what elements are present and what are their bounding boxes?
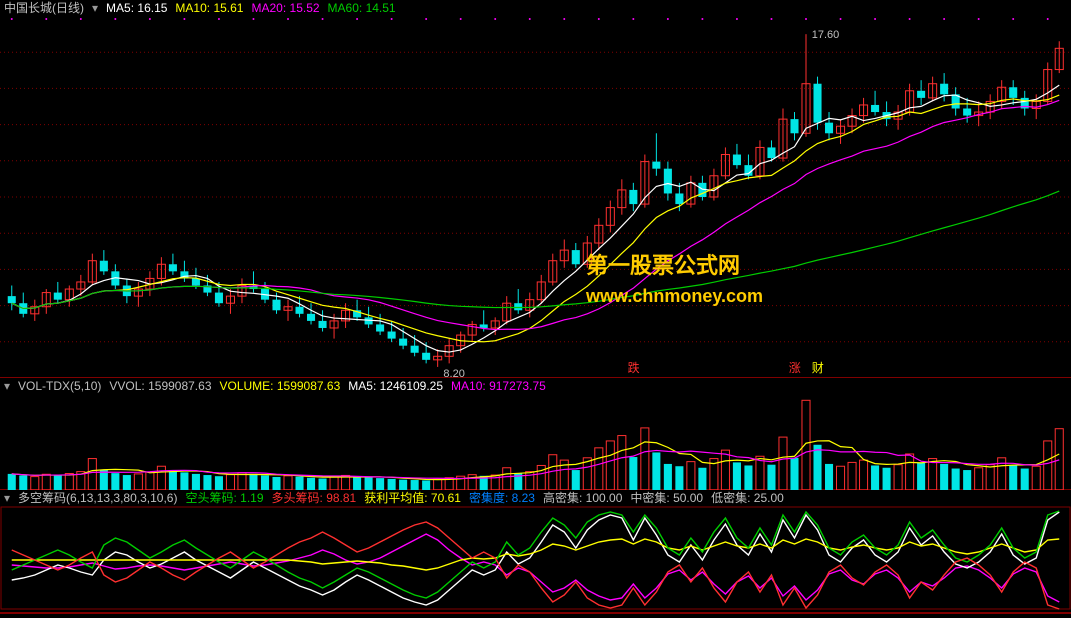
main-panel[interactable]: 中国长城(日线) ▾ MA5: 16.15 MA10: 15.61 MA20: … bbox=[0, 0, 1071, 378]
stock-title: 中国长城(日线) bbox=[4, 0, 84, 16]
watermark: 第一股票公式网 www.chnmoney.com bbox=[586, 248, 763, 307]
chevron-down-icon[interactable]: ▾ bbox=[4, 490, 10, 506]
ma10-val: 15.61 bbox=[213, 1, 243, 15]
ma60-key: MA60: bbox=[328, 1, 363, 15]
main-header: 中国长城(日线) ▾ MA5: 16.15 MA10: 15.61 MA20: … bbox=[0, 0, 1071, 16]
indicator-panel[interactable]: ▾ 多空筹码(6,13,13,3,80,3,10,6) 空头筹码: 1.19 多… bbox=[0, 490, 1071, 614]
ma5-val: 16.15 bbox=[137, 1, 167, 15]
chevron-down-icon[interactable]: ▾ bbox=[4, 378, 10, 394]
svg-text:跌: 跌 bbox=[628, 360, 640, 375]
watermark-title: 第一股票公式网 bbox=[586, 248, 763, 280]
svg-text:17.60: 17.60 bbox=[812, 29, 840, 41]
svg-text:涨: 涨 bbox=[789, 360, 801, 375]
ind-title: 多空筹码(6,13,13,3,80,3,10,6) bbox=[18, 490, 177, 506]
watermark-url: www.chnmoney.com bbox=[586, 286, 763, 307]
ind-header: ▾ 多空筹码(6,13,13,3,80,3,10,6) 空头筹码: 1.19 多… bbox=[0, 490, 1071, 506]
ma10-key: MA10: bbox=[175, 1, 210, 15]
chevron-down-icon[interactable]: ▾ bbox=[92, 0, 98, 16]
volume-panel[interactable]: ▾ VOL-TDX(5,10) VVOL: 1599087.63 VOLUME:… bbox=[0, 378, 1071, 490]
ma20-val: 15.52 bbox=[290, 1, 320, 15]
svg-text:8.20: 8.20 bbox=[443, 368, 464, 378]
volume-chart[interactable] bbox=[0, 394, 1071, 490]
ma20-key: MA20: bbox=[251, 1, 286, 15]
ma60-val: 14.51 bbox=[366, 1, 396, 15]
svg-text:财: 财 bbox=[812, 361, 824, 375]
vol-title: VOL-TDX(5,10) bbox=[18, 378, 101, 394]
vol-header: ▾ VOL-TDX(5,10) VVOL: 1599087.63 VOLUME:… bbox=[0, 378, 1071, 394]
indicator-chart[interactable] bbox=[0, 506, 1071, 614]
candlestick-chart[interactable]: 17.60 8.20 跌 涨财 bbox=[0, 16, 1071, 378]
ma5-key: MA5: bbox=[106, 1, 134, 15]
